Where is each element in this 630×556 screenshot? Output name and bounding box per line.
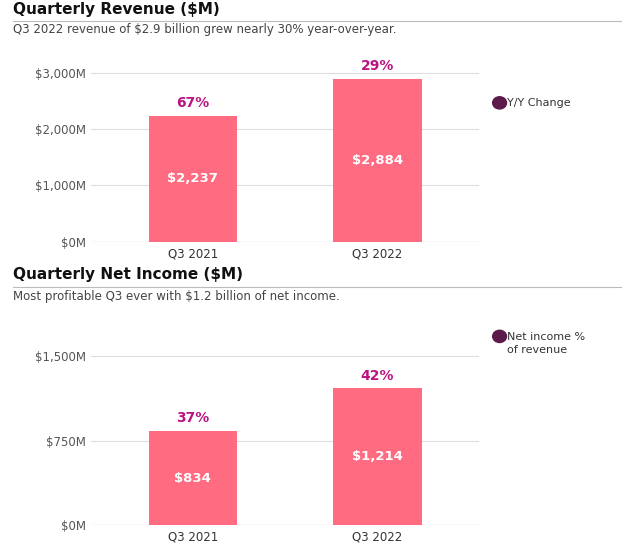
Text: 67%: 67%: [176, 96, 209, 110]
Text: $834: $834: [175, 472, 211, 485]
Text: Quarterly Revenue ($M): Quarterly Revenue ($M): [13, 2, 219, 17]
Bar: [333, 389, 421, 525]
Bar: [333, 79, 421, 242]
Text: 37%: 37%: [176, 411, 209, 425]
Text: $2,884: $2,884: [352, 154, 403, 167]
Text: Quarterly Net Income ($M): Quarterly Net Income ($M): [13, 267, 243, 282]
Text: $1,214: $1,214: [352, 450, 403, 464]
Text: Y/Y Change: Y/Y Change: [507, 98, 571, 108]
Text: $2,237: $2,237: [168, 172, 218, 185]
Bar: [149, 116, 237, 242]
Bar: [149, 431, 237, 525]
Text: 29%: 29%: [360, 59, 394, 73]
Text: Net income %
of revenue: Net income % of revenue: [507, 332, 585, 355]
Text: Most profitable Q3 ever with $1.2 billion of net income.: Most profitable Q3 ever with $1.2 billio…: [13, 290, 340, 302]
Text: Q3 2022 revenue of $2.9 billion grew nearly 30% year-over-year.: Q3 2022 revenue of $2.9 billion grew nea…: [13, 23, 396, 36]
Text: 42%: 42%: [360, 369, 394, 383]
